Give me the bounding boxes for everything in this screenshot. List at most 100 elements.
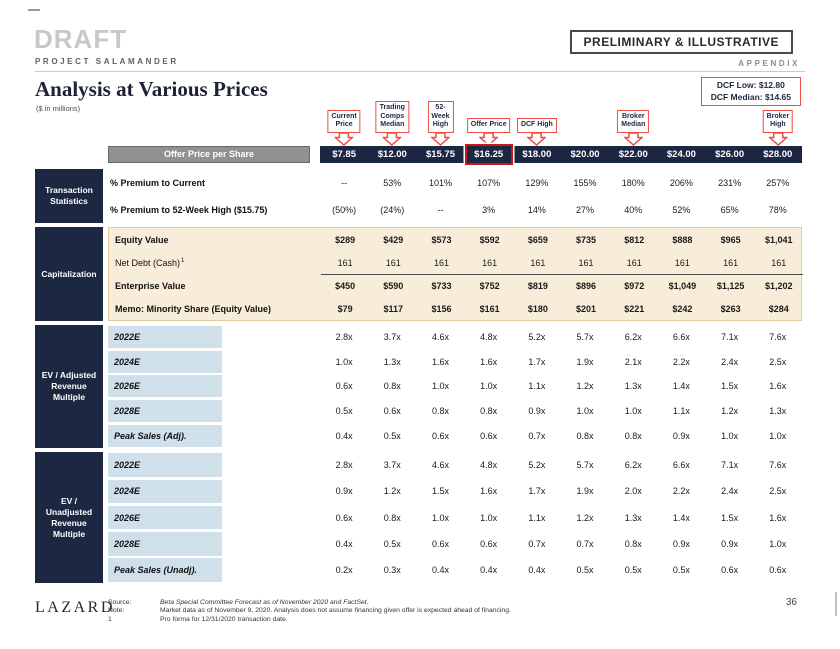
table-cell: 0.8x bbox=[383, 512, 401, 523]
table-cell: 6.6x bbox=[672, 332, 690, 343]
row-label: Net Debt (Cash) 1 bbox=[109, 251, 321, 274]
table-cell: 155% bbox=[573, 177, 597, 188]
table-cell: 0.6x bbox=[383, 406, 401, 417]
table-row: 2022E 2.8x 3.7x 4.6x 4.8x 5.2x 5.7x 6.2x 6.6x 7.1… bbox=[108, 452, 802, 478]
table-cell: 2.1x bbox=[624, 356, 642, 367]
table-cell: 101% bbox=[428, 177, 452, 188]
table-cell: 0.7x bbox=[576, 538, 594, 549]
table-cell: 5.2x bbox=[528, 460, 546, 471]
table-cell: 0.8x bbox=[576, 430, 594, 441]
table-row: % Premium to Current -- 53% 101% 107% 129% 155… bbox=[108, 169, 802, 196]
table-cell: $117 bbox=[383, 303, 404, 314]
table-cell: $1,125 bbox=[706, 274, 755, 297]
down-arrow-icon bbox=[479, 132, 499, 146]
callout: Current Price bbox=[327, 109, 361, 146]
table-cell: 161 bbox=[771, 257, 787, 268]
footnotes: Source: Beta Special Committee Forecast … bbox=[108, 597, 802, 624]
table-row: 2028E 0.5x 0.6x 0.8x 0.8x 0.9x 1.0x 1.0x 1.1x 1.2… bbox=[108, 399, 802, 424]
table-cell: 5.2x bbox=[528, 332, 546, 343]
table-cell: $972 bbox=[610, 274, 659, 297]
table-cell: 161 bbox=[578, 257, 594, 268]
table-cell: $180 bbox=[527, 303, 548, 314]
down-arrow-icon bbox=[334, 132, 354, 146]
table-cell: 0.8x bbox=[383, 381, 401, 392]
dcf-reference-box: DCF Low: $12.80 DCF Median: $14.65 bbox=[700, 77, 801, 106]
table-sections: Transaction Statistics% Premium to Curre… bbox=[35, 169, 803, 583]
section-label: Transaction Statistics bbox=[35, 169, 103, 223]
units-note: ($ in millions) bbox=[36, 104, 81, 113]
table-row: Enterprise Value $450 $590 $733 $752 $819 $896… bbox=[109, 274, 803, 297]
price-cell: $22.00 bbox=[609, 146, 658, 163]
table-cell: 40% bbox=[624, 204, 643, 215]
section-label: EV / Adjusted Revenue Multiple bbox=[35, 325, 103, 448]
table-cell: 7.1x bbox=[721, 332, 739, 343]
table-cell: 2.5x bbox=[769, 356, 787, 367]
table-cell: 2.4x bbox=[721, 486, 739, 497]
dcf-median: DCF Median: $14.65 bbox=[710, 91, 791, 102]
row-label-text: Net Debt (Cash) bbox=[115, 257, 181, 268]
row-label: 2026E bbox=[108, 375, 222, 398]
table-cell: 1.1x bbox=[672, 406, 690, 417]
table-cell: 2.0x bbox=[624, 486, 642, 497]
table-cell: 1.6x bbox=[431, 356, 449, 367]
table-cell: 0.5x bbox=[672, 564, 690, 575]
table-cell: 1.5x bbox=[721, 381, 739, 392]
table-cell: 0.4x bbox=[431, 564, 449, 575]
row-label-text: 2022E bbox=[114, 460, 141, 471]
down-arrow-icon bbox=[382, 132, 402, 146]
market-note: Note: Market data as of November 9, 2020… bbox=[108, 607, 802, 615]
table-cell: 1.3x bbox=[624, 381, 642, 392]
row-label-text: 2024E bbox=[114, 486, 141, 497]
table-cell: $659 bbox=[527, 234, 548, 245]
table-cell: (24%) bbox=[380, 204, 405, 215]
price-label-wrap: Offer Price per Share bbox=[108, 146, 320, 165]
table-cell: 1.3x bbox=[769, 406, 787, 417]
table-cell: 4.8x bbox=[480, 460, 498, 471]
down-arrow-icon bbox=[768, 132, 788, 146]
row-label: 2024E bbox=[108, 479, 222, 504]
table-cell: (50%) bbox=[332, 204, 357, 215]
analysis-table: Offer Price per Share $7.85 $12.00 $15.75 $… bbox=[35, 144, 803, 587]
table-cell: 1.5x bbox=[431, 486, 449, 497]
table-cell: 52% bbox=[672, 204, 691, 215]
table-row: Memo: Minority Share (Equity Value) $79 $1… bbox=[109, 297, 801, 320]
table-cell: 2.2x bbox=[672, 356, 690, 367]
table-cell: 0.7x bbox=[528, 430, 546, 441]
table-cell: 2.5x bbox=[769, 486, 787, 497]
note-label: Note: bbox=[108, 607, 125, 615]
table-cell: $819 bbox=[513, 274, 562, 297]
row-label-text: 2022E bbox=[114, 332, 141, 343]
down-arrow-icon bbox=[430, 132, 450, 146]
price-cell: $7.85 bbox=[320, 146, 369, 163]
price-cell: $26.00 bbox=[705, 146, 754, 163]
table-cell: 7.1x bbox=[721, 460, 739, 471]
preliminary-stamp: PRELIMINARY & ILLUSTRATIVE bbox=[569, 30, 793, 54]
table-cell: 4.6x bbox=[431, 332, 449, 343]
row-label: Peak Sales (Adj). bbox=[108, 424, 222, 447]
table-cell: $263 bbox=[720, 303, 741, 314]
table-cell: 257% bbox=[766, 177, 790, 188]
table-row: 2026E 0.6x 0.8x 1.0x 1.0x 1.1x 1.2x 1.3x 1.4x 1.5… bbox=[108, 374, 802, 399]
table-cell: 78% bbox=[768, 204, 787, 215]
table-cell: 161 bbox=[337, 257, 353, 268]
lazard-logo: LAZARD bbox=[35, 599, 115, 616]
table-cell: 1.2x bbox=[383, 486, 401, 497]
callout-label: DCF High bbox=[516, 118, 557, 133]
table-row: 2024E 1.0x 1.3x 1.6x 1.6x 1.7x 1.9x 2.1x 2.2x 2.4… bbox=[108, 350, 802, 375]
table-cell: 1.4x bbox=[672, 381, 690, 392]
table-cell: 1.0x bbox=[431, 381, 449, 392]
table-cell: 129% bbox=[525, 177, 549, 188]
table-cell: 107% bbox=[477, 177, 501, 188]
source-note: Source: Beta Special Committee Forecast … bbox=[108, 599, 802, 607]
table-cell: 6.2x bbox=[624, 332, 642, 343]
table-cell: 206% bbox=[669, 177, 693, 188]
table-cell: 1.0x bbox=[480, 512, 498, 523]
table-row: Equity Value $289 $429 $573 $592 $659 $735 $812… bbox=[109, 228, 801, 251]
callout: Broker Median bbox=[617, 109, 650, 146]
table-cell: 14% bbox=[527, 204, 546, 215]
table-cell: $1,049 bbox=[658, 274, 707, 297]
note-text: Market data as of November 9, 2020. Anal… bbox=[160, 607, 511, 615]
page-title: Analysis at Various Prices bbox=[35, 77, 268, 101]
table-cell: $201 bbox=[576, 303, 597, 314]
table-cell: 161 bbox=[433, 257, 449, 268]
